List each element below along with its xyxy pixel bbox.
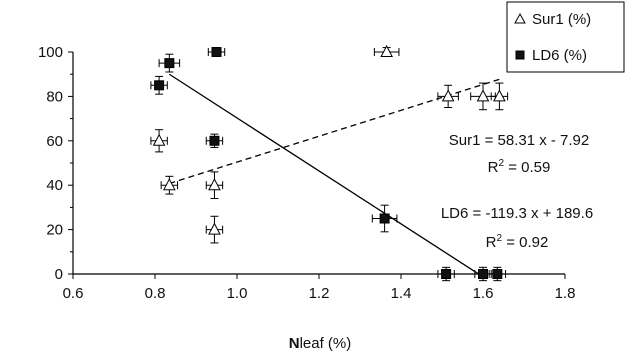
ld6-marker	[379, 213, 390, 224]
sur1-data-point	[205, 171, 224, 200]
data-points	[150, 44, 509, 282]
ld6-marker	[441, 269, 452, 279]
sur1-data-point	[205, 215, 224, 244]
ld6-marker	[164, 58, 175, 69]
legend: Sur1 (%) LD6 (%)	[506, 1, 625, 73]
ld6-data-point	[205, 133, 224, 148]
sur1-marker	[208, 222, 221, 235]
sur1-marker	[163, 178, 176, 191]
x-tick-label: 1.4	[391, 285, 412, 302]
ld6-marker	[154, 80, 165, 91]
sur1-marker	[380, 44, 393, 57]
sur1-data-point	[437, 84, 459, 108]
ld6-r2-superscript: 2	[496, 233, 502, 244]
sur1-data-point	[490, 82, 509, 111]
legend-label-ld6: LD6 (%)	[532, 47, 587, 64]
x-tick-label: 1.0	[227, 285, 248, 302]
x-axis-title-rest: leaf (%)	[300, 335, 352, 352]
sur1-marker	[441, 89, 455, 102]
sur1-marker	[493, 89, 506, 102]
legend-box	[506, 1, 625, 73]
ld6-data-point	[150, 75, 168, 95]
y-tick-label: 100	[38, 44, 63, 61]
sur1-marker	[208, 178, 221, 191]
legend-marker-ld6	[515, 50, 525, 60]
ld6-marker	[478, 269, 488, 279]
x-tick-label: 0.6	[63, 285, 84, 302]
x-tick-label: 1.8	[555, 285, 576, 302]
ld6-equation-label: LD6 = -119.3 x + 189.6	[441, 205, 593, 222]
ld6-marker	[209, 135, 220, 146]
ld6-r2-value: = 0.92	[502, 234, 548, 251]
sur1-r2-prefix: R	[488, 159, 499, 176]
ld6-data-point	[437, 266, 455, 282]
legend-marker-sur1	[514, 12, 526, 24]
sur1-trendline	[169, 78, 500, 185]
sur1-data-point	[373, 44, 400, 57]
x-axis-title: Nleaf (%)	[289, 335, 352, 352]
sur1-equation-label: Sur1 = 58.31 x - 7.92	[449, 132, 590, 149]
ld6-data-point	[474, 266, 492, 282]
sur1-marker	[476, 89, 490, 102]
sur1-r2-label: R2 = 0.59	[488, 158, 551, 176]
sur1-r2-superscript: 2	[498, 158, 504, 169]
legend-label-sur1: Sur1 (%)	[532, 11, 591, 28]
sur1-r2-value: = 0.59	[504, 159, 550, 176]
ld6-r2-prefix: R	[486, 234, 497, 251]
x-tick-label: 1.2	[309, 285, 330, 302]
sur1-data-point	[150, 129, 168, 153]
y-axis-ticks: 0 20 40 60 80 100	[38, 44, 73, 283]
x-tick-label: 1.6	[473, 285, 494, 302]
ld6-data-point	[488, 266, 507, 282]
ld6-data-point	[158, 53, 181, 73]
y-tick-label: 80	[46, 88, 63, 105]
ld6-marker	[211, 47, 222, 57]
ld6-data-point	[371, 204, 398, 233]
y-tick-label: 0	[55, 266, 63, 283]
y-tick-label: 20	[46, 222, 63, 239]
y-tick-label: 40	[46, 177, 63, 194]
sur1-marker	[152, 133, 166, 146]
x-tick-label: 0.8	[145, 285, 166, 302]
ld6-marker	[492, 269, 503, 279]
ld6-r2-label: R2 = 0.92	[486, 233, 549, 251]
x-axis-title-bold: N	[289, 335, 300, 352]
ld6-data-point	[207, 47, 226, 57]
sur1-data-point	[160, 175, 179, 195]
ld6-trendline	[168, 73, 480, 275]
y-tick-label: 60	[46, 133, 63, 150]
x-axis-ticks: 0.6 0.8 1.0 1.2 1.4 1.6 1.8	[63, 274, 576, 302]
trendlines	[168, 73, 500, 275]
